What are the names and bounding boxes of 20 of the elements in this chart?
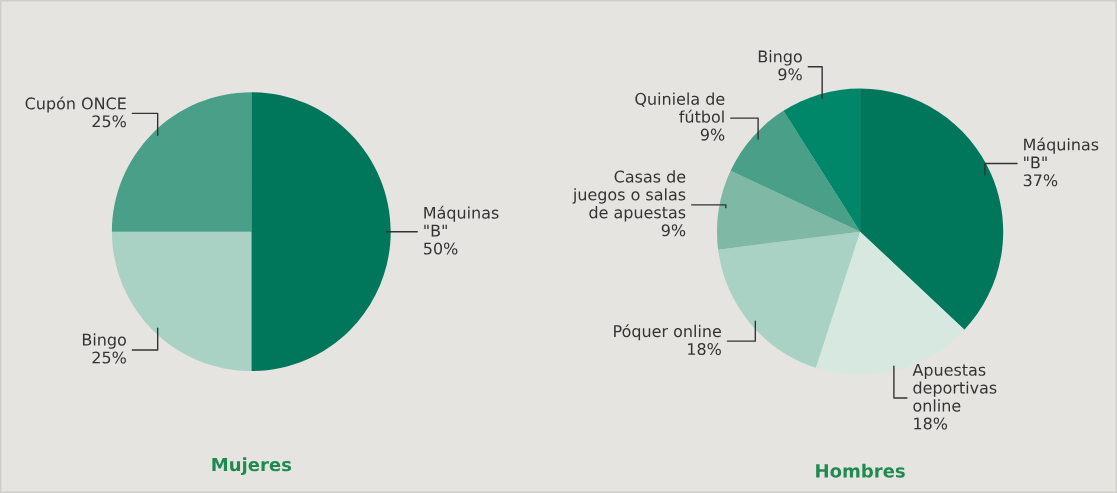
slice-label: Bingo (82, 333, 126, 349)
data-label: 9% (661, 224, 686, 237)
data-label: 18% (688, 343, 721, 356)
slice-label: Quiniela de fútbol (635, 92, 725, 123)
slice-label: Cupón ONCE (25, 96, 126, 113)
slice-label: Casas de juegos o salas de apuestas (572, 170, 686, 222)
data-label: 50% (424, 242, 458, 255)
text: Mujeres (212, 457, 292, 475)
slice-label: Apuestas deportivas online (912, 363, 997, 412)
slice-label: Póquer online (614, 324, 721, 341)
data-label: 25% (92, 351, 126, 364)
data-label: 18% (914, 417, 948, 430)
data-label: 9% (778, 68, 802, 81)
text: Hombres (816, 463, 905, 478)
data-label: 37% (1023, 174, 1058, 187)
slice-label: Máquinas "B" (424, 205, 499, 237)
data-label: 25% (92, 115, 126, 128)
slice-label: Bingo (758, 50, 802, 66)
slice-label: Máquinas "B" (1024, 137, 1099, 169)
data-label: 9% (700, 128, 725, 141)
